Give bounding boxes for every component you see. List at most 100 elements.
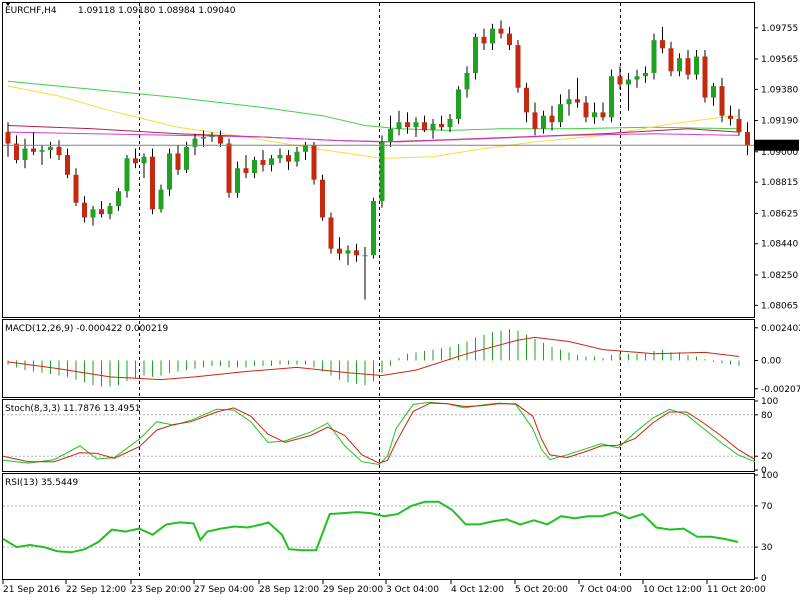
price-tick-label: 1.09000 (761, 148, 798, 158)
candle (600, 102, 606, 121)
rsi-title: RSI(13) 35.5449 (5, 478, 78, 488)
candle-body (481, 36, 487, 44)
candle (201, 130, 206, 147)
candle-body (685, 58, 691, 75)
candle (235, 161, 240, 198)
price-axis: 1.09755 1.09565 1.09380 1.09190 1.09000 1.088… (755, 24, 798, 311)
candle-body (226, 143, 232, 193)
candle (184, 141, 189, 174)
candle-body (668, 48, 674, 72)
candle-body (439, 123, 444, 128)
candle-body (56, 146, 62, 156)
candle (396, 110, 402, 136)
candle (660, 26, 665, 54)
candle-body (175, 153, 181, 170)
candle-body (150, 156, 155, 210)
time-tick-label: 22 Sep 12:00 (66, 585, 126, 595)
candle (490, 23, 495, 50)
candle-body (82, 202, 87, 218)
stoch-tick-label: 100 (761, 397, 778, 407)
chart-ohlc: 1.09118 1.09180 1.08984 1.09040 (78, 6, 236, 16)
candle (345, 245, 351, 266)
candle (14, 135, 19, 164)
chart-collapse-icon[interactable] (5, 2, 11, 6)
candle-body (583, 102, 589, 118)
candle (464, 66, 470, 98)
stoch-title: Stoch(8,3,3) 11.7876 13.4951 (5, 404, 140, 414)
candle (158, 184, 164, 213)
candle-body (269, 158, 274, 165)
candle (39, 145, 45, 165)
candle (48, 141, 53, 159)
moving-average-2 (7, 85, 740, 159)
candle-body (192, 138, 198, 147)
candle-body (473, 36, 478, 73)
stoch-axis: 100 80 20 0 (755, 397, 778, 476)
price-tick-label: 1.08625 (761, 209, 798, 219)
candle-body (31, 148, 36, 152)
candle (685, 49, 691, 80)
candle (124, 155, 130, 198)
macd-signal-line (7, 336, 740, 381)
candle-body (490, 28, 495, 44)
candle-body (167, 153, 172, 190)
candle (5, 122, 11, 157)
candle (643, 66, 648, 83)
candle (294, 146, 300, 167)
candle-body (116, 191, 121, 206)
candle-body (515, 45, 521, 88)
time-tick-label: 28 Sep 12:00 (259, 585, 319, 595)
candle (388, 115, 393, 147)
candle (422, 115, 427, 133)
time-tick-label: 23 Sep 20:00 (131, 585, 191, 595)
candle-body (328, 217, 334, 249)
stoch-levels (3, 414, 754, 457)
candle (439, 115, 444, 131)
candle (82, 196, 87, 223)
candle (209, 132, 215, 142)
time-tick-label: 3 Oct 04:00 (386, 585, 439, 595)
candle-body (107, 205, 113, 215)
price-tick-label: 1.09190 (761, 117, 798, 127)
price-tick-label: 1.08065 (761, 301, 798, 311)
candle (634, 69, 640, 88)
candle-body (677, 58, 682, 72)
candle-body (532, 112, 538, 129)
price-tick-label: 1.08440 (761, 240, 798, 250)
candle (243, 155, 249, 179)
candle (575, 77, 580, 108)
candle-body (184, 146, 189, 170)
candle-body (702, 56, 708, 98)
candle-body (345, 250, 351, 254)
candle (192, 133, 198, 156)
candle-body (90, 209, 96, 218)
stoch-panel-frame (2, 399, 755, 472)
candle-body (5, 132, 11, 144)
candle (507, 26, 512, 50)
candle (609, 69, 614, 123)
candle-body (396, 122, 402, 129)
candle (226, 138, 232, 198)
candle (303, 141, 308, 160)
candle (626, 72, 631, 111)
candle-body (719, 86, 725, 116)
candle (311, 141, 317, 185)
time-tick-label: 5 Oct 20:00 (515, 585, 568, 595)
macd-panel-frame (2, 319, 755, 398)
candle (481, 28, 487, 50)
candle-body (235, 168, 240, 193)
candle (73, 168, 79, 206)
rsi-tick-label: 0 (761, 574, 767, 584)
price-tick-label: 1.09380 (761, 85, 798, 95)
moving-averages (7, 80, 740, 159)
stoch-main-line (2, 401, 756, 466)
candle-body (201, 137, 206, 139)
candle (745, 122, 750, 156)
candle-body (158, 189, 164, 210)
candle (532, 102, 538, 136)
time-tick-label: 11 Oct 20:00 (707, 585, 766, 595)
candle (379, 135, 385, 208)
candle (651, 33, 657, 80)
candle (371, 197, 376, 259)
